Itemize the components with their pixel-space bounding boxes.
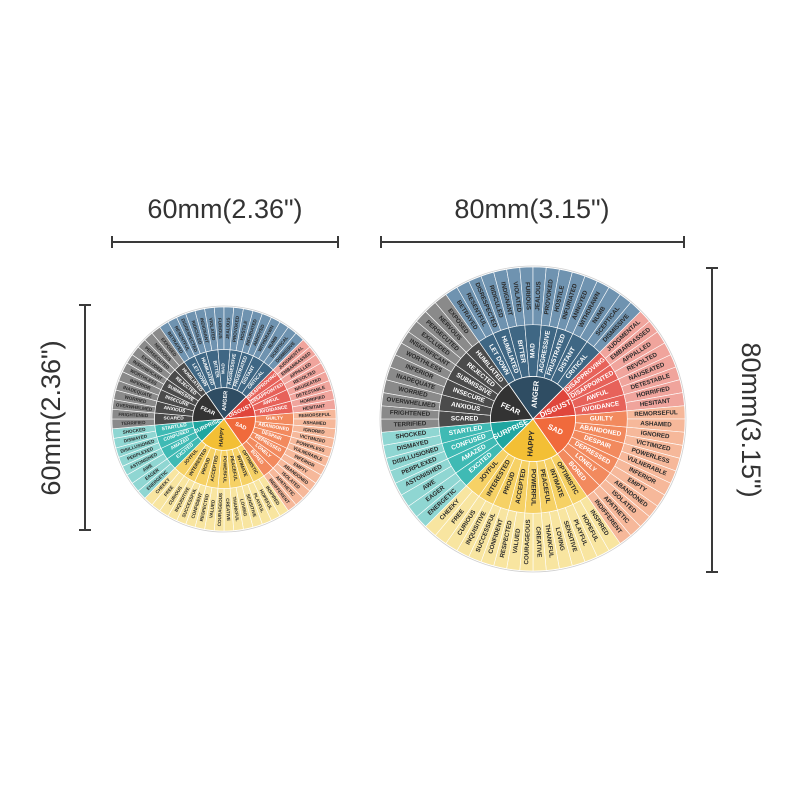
small-height-dimension: 60mm(2.36") <box>36 304 91 531</box>
middle-ring-label: POWERFUL <box>530 469 537 506</box>
core-segment-anger <box>205 387 247 420</box>
middle-ring-label: SCARED <box>163 416 184 422</box>
core-segment-happy <box>201 418 243 451</box>
middle-ring-label: ACCEPTED <box>210 455 221 483</box>
outer-ring-label: SHOCKED <box>122 427 146 435</box>
outer-ring-label: TERRIFIED <box>121 420 146 426</box>
core-segment-fear <box>490 383 534 424</box>
outer-ring-label: RESPECTED <box>199 493 210 522</box>
large-emotion-wheel: BETRAYEDRESENTFULDISRESPECTEDRIDICULEDIN… <box>379 265 687 573</box>
outer-ring-label: AWE <box>142 463 154 473</box>
middle-ring-label: BITTER <box>516 340 527 365</box>
large-height-label: 80mm(3.15") <box>736 342 766 497</box>
outer-ring-label: SHOCKED <box>395 430 427 441</box>
middle-ring-label: ANXIOUS <box>163 405 186 415</box>
outer-ring-label: LOVING <box>239 498 248 517</box>
middle-ring-label: AGGRESSIVE <box>227 352 239 385</box>
outer-ring-label: THANKFUL <box>543 524 554 559</box>
outer-ring-label: HESITANT <box>639 397 670 408</box>
outer-ring-label: ASHAMED <box>640 420 672 428</box>
middle-ring-label: AWFUL <box>262 396 280 407</box>
outer-ring-label: IGNORED <box>640 430 670 441</box>
middle-ring-label: GUILTY <box>590 416 614 423</box>
middle-ring-label: STARTLED <box>161 422 187 432</box>
outer-ring-label: PROVOKED <box>543 278 555 315</box>
outer-ring-label: VALUED <box>208 499 215 519</box>
outer-ring-label: TERRIFIED <box>393 420 427 428</box>
outer-ring-label: CREATIVE <box>534 526 542 557</box>
small-width-label: 60mm(2.36") <box>147 194 302 224</box>
core-segment-fear <box>192 392 225 423</box>
outer-ring-label: DISMAYED <box>123 433 148 443</box>
middle-ring-label: GUILTY <box>266 416 284 422</box>
outer-ring-label: NUMB <box>267 335 279 350</box>
outer-ring-label: VIOLATED <box>208 317 216 341</box>
outer-ring-label: FURIOUS <box>524 282 532 310</box>
outer-ring-label: ASHAMED <box>303 420 327 426</box>
middle-ring-label: SCARED <box>451 416 479 423</box>
outer-ring-label: THANKFUL <box>232 496 240 522</box>
large-width-label: 80mm(3.15") <box>454 194 609 224</box>
outer-ring-label: REMORSEFUL <box>298 412 331 418</box>
large-height-dimension: 80mm(3.15") <box>706 267 766 573</box>
middle-ring-label: BITTER <box>211 360 220 379</box>
outer-ring-label: FRIGHTENED <box>118 412 149 418</box>
outer-ring-label: HORRIFIED <box>300 394 326 404</box>
outer-ring-label: JEALOUS <box>534 281 542 311</box>
middle-ring-label: MAD <box>530 343 537 358</box>
outer-ring-label: VIOLATED <box>511 281 522 313</box>
outer-ring-label: HOSTILE <box>239 320 248 341</box>
outer-ring-label: FURIOUS <box>217 318 223 339</box>
outer-ring-label: COURAGEOUS <box>523 519 532 564</box>
outer-ring-label: INDIGNANT <box>199 317 209 343</box>
core-label-anger: ANGER <box>529 380 540 408</box>
outer-ring-label: COURAGEOUS <box>217 493 223 527</box>
middle-ring-label: MAD <box>221 363 227 374</box>
outer-ring-label: HESITANT <box>302 403 325 411</box>
outer-ring-label: JEALOUS <box>225 317 231 339</box>
core-segment-happy <box>502 418 558 462</box>
small-emotion-wheel: BETRAYEDRESENTFULDISRESPECTEDRIDICULEDIN… <box>110 305 338 533</box>
outer-ring-label: FRIGHTENED <box>390 409 431 418</box>
core-segment-anger <box>508 376 564 420</box>
core-segment-sad <box>532 414 576 455</box>
small-height-label: 60mm(2.36") <box>36 340 66 495</box>
outer-ring-label: WORRIED <box>124 395 147 405</box>
middle-ring-label: POWERFUL <box>222 456 228 484</box>
outer-ring-label: VALUED <box>512 528 522 554</box>
middle-ring-label: AVOIDANCE <box>259 404 289 415</box>
outer-ring-label: PROVOKED <box>232 315 240 342</box>
core-label-fear: FEAR <box>199 405 215 417</box>
outer-ring-label: CREATIVE <box>225 498 231 521</box>
outer-ring-label: REMORSEFUL <box>634 409 678 418</box>
outer-ring-label: VICTIMIZED <box>299 433 326 444</box>
large-width-dimension: 80mm(3.15") <box>380 194 685 248</box>
middle-ring-label: PROUD <box>201 457 213 476</box>
small-width-dimension: 60mm(2.36") <box>111 194 339 248</box>
core-label-happy: HAPPY <box>219 427 227 447</box>
outer-ring-label: OVERWHELMED <box>116 402 154 412</box>
outer-ring-label: IGNORED <box>303 427 326 435</box>
core-label-anger: ANGER <box>222 391 230 412</box>
outer-ring-label: SENSITIVE <box>245 493 257 517</box>
middle-ring-label: ABANDONED <box>258 422 290 433</box>
core-label-sad: SAD <box>234 421 247 431</box>
outer-ring-label: FREE <box>163 485 174 498</box>
core-label-happy: HAPPY <box>525 430 536 457</box>
middle-ring-label: PEACEFUL <box>228 455 238 482</box>
